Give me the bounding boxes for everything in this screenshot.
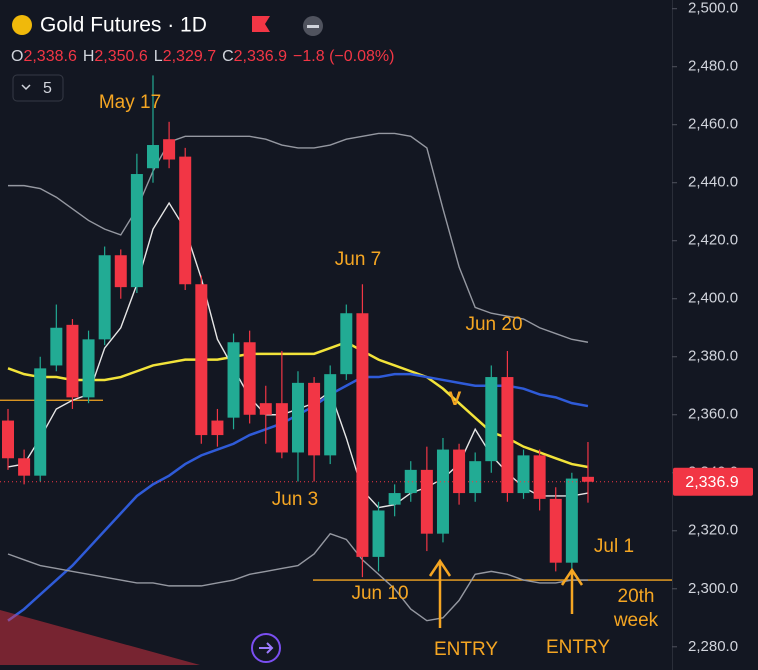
- candle-body: [2, 420, 14, 459]
- candle-body: [163, 139, 176, 160]
- symbol-title: Gold Futures · 1D: [40, 14, 207, 37]
- candle-body: [404, 469, 417, 494]
- candle-body: [388, 493, 401, 505]
- annotation: Jun 10: [351, 583, 408, 604]
- y-tick-label: 2,460.0: [688, 116, 738, 133]
- candle-body: [259, 403, 272, 415]
- ohlc-value: 2,350.6: [94, 48, 147, 65]
- y-tick-label: 2,500.0: [688, 0, 738, 17]
- candle-body: [517, 455, 530, 494]
- indicator-toggle[interactable]: [12, 74, 64, 102]
- annotation: 20th: [618, 586, 655, 607]
- annotation: ENTRY: [434, 639, 498, 660]
- candle-body: [469, 461, 482, 494]
- candle-body: [275, 403, 288, 453]
- replay-icon: [259, 642, 274, 654]
- ohlc-values: O2,338.6 H2,350.6 L2,329.7 C2,336.9 −1.8 (−0…: [11, 48, 394, 65]
- indicator-line: [8, 132, 589, 343]
- candle-body: [372, 510, 385, 557]
- candle-body: [82, 339, 95, 398]
- candle-body: [501, 377, 514, 494]
- candle-body: [485, 377, 498, 462]
- candle-body: [179, 156, 192, 285]
- last-price-label: 2,336.9: [685, 474, 738, 491]
- y-tick-label: 2,360.0: [688, 406, 738, 423]
- candle-body: [146, 145, 159, 169]
- candle-body: [291, 382, 304, 453]
- candle-body: [227, 342, 240, 418]
- entry-arrow: [560, 567, 584, 614]
- price-axis: 2,280.02,300.02,320.02,340.02,360.02,380…: [672, 0, 753, 655]
- chevron-icon: [21, 84, 31, 91]
- change-value: −1.8 (−0.08%): [293, 48, 394, 65]
- drawing-shape: [0, 610, 200, 665]
- y-tick-label: 2,280.0: [688, 638, 738, 655]
- annotation: Jun 20: [465, 314, 522, 335]
- plot-area: [0, 75, 672, 622]
- candle-body: [340, 313, 353, 375]
- y-tick-label: 2,320.0: [688, 522, 738, 539]
- ohlc-value: 2,336.9: [234, 48, 287, 65]
- y-tick-label: 2,420.0: [688, 232, 738, 249]
- ohlc-key: H: [83, 48, 95, 65]
- annotation: Jun 7: [335, 249, 381, 270]
- symbol-icon: [12, 15, 32, 35]
- annotation: ENTRY: [546, 637, 610, 658]
- ohlc-key: C: [222, 48, 234, 65]
- minus-icon: [307, 25, 319, 28]
- candle-body: [581, 476, 594, 482]
- annotation: Jul 1: [594, 536, 634, 557]
- candle-body: [565, 478, 578, 563]
- candle-body: [50, 327, 63, 366]
- candle-body: [66, 324, 79, 398]
- y-tick-label: 2,440.0: [688, 174, 738, 191]
- candle-body: [420, 469, 433, 534]
- ohlc-value: 2,329.7: [163, 48, 216, 65]
- y-tick-label: 2,480.0: [688, 58, 738, 75]
- flag-icon[interactable]: [252, 16, 270, 32]
- candle-body: [436, 449, 449, 534]
- last-price-box: [673, 467, 753, 496]
- annotation: Jun 3: [272, 489, 318, 510]
- header: Gold Futures · 1D O2,338.6 H2,350.6 L2,329…: [11, 14, 394, 102]
- candle-body: [18, 458, 31, 476]
- indicator-line: [7, 532, 588, 622]
- candle-body: [308, 382, 321, 456]
- candle-body: [211, 420, 224, 436]
- candle-body: [243, 342, 256, 415]
- candle-body: [130, 174, 143, 288]
- annotation: V: [449, 389, 462, 410]
- indicator-count: 5: [43, 80, 52, 97]
- y-tick-label: 2,300.0: [688, 580, 738, 597]
- y-tick-label: 2,400.0: [688, 290, 738, 307]
- entry-arrow: [428, 558, 452, 628]
- ohlc-value: 2,338.6: [23, 48, 76, 65]
- ohlc-key: L: [154, 48, 163, 65]
- candle-body: [356, 313, 369, 557]
- candle-body: [453, 449, 466, 494]
- annotation: week: [613, 610, 659, 631]
- y-tick-label: 2,380.0: [688, 348, 738, 365]
- replay-button[interactable]: [251, 633, 281, 663]
- annotation: May 17: [99, 92, 161, 113]
- ohlc-key: O: [11, 48, 23, 65]
- candle-body: [324, 374, 337, 456]
- candle-body: [114, 255, 127, 288]
- candle-body: [195, 284, 208, 436]
- annotations: May 17 Jun 7 Jun 3 Jun 20 Jun 10 Jul 1 20th wee…: [99, 92, 659, 660]
- candle-body: [549, 498, 562, 563]
- candle-body: [533, 455, 546, 499]
- candle-body: [98, 255, 111, 340]
- candle-body: [34, 368, 47, 476]
